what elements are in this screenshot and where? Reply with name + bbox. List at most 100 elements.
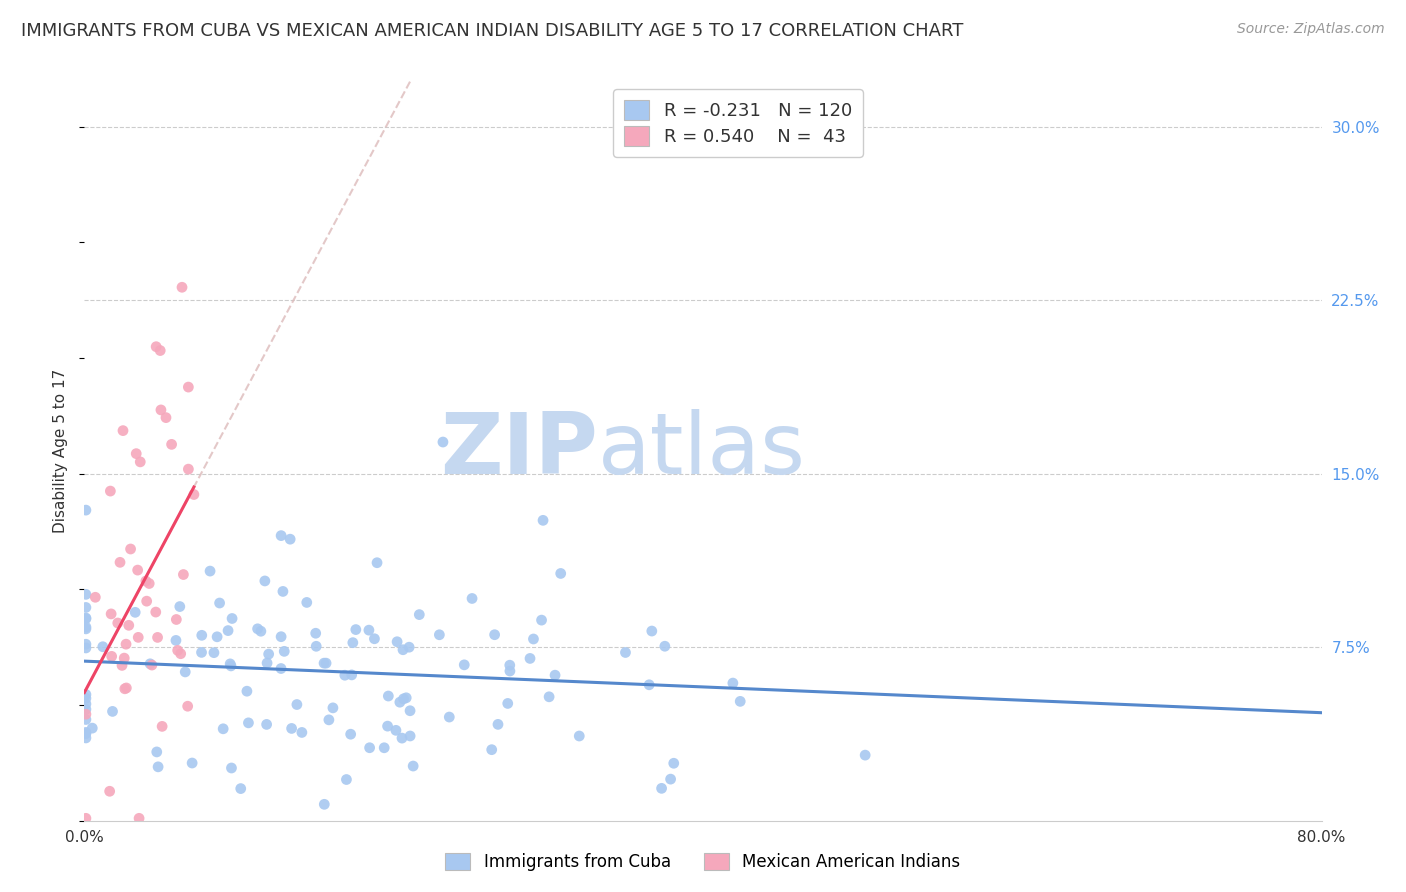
Point [271, 584, 294, 599]
Point [170, 647, 193, 661]
Point [100, 607, 122, 621]
Text: ZIP: ZIP [440, 409, 598, 492]
Point [129, 455, 152, 469]
Point [202, 646, 225, 660]
Point [166, 643, 188, 657]
Point [335, 772, 357, 787]
Point [169, 599, 191, 614]
Point [408, 607, 430, 622]
Point [101, 705, 124, 719]
Point [291, 725, 314, 739]
Point [176, 699, 198, 714]
Point [395, 690, 418, 705]
Point [75, 637, 97, 651]
Point [250, 624, 273, 639]
Point [120, 541, 142, 556]
Point [115, 681, 138, 695]
Point [461, 591, 484, 606]
Point [333, 668, 356, 682]
Point [481, 742, 503, 756]
Point [217, 624, 239, 638]
Point [357, 623, 380, 637]
Point [270, 528, 292, 542]
Point [75, 713, 97, 727]
Point [659, 772, 682, 786]
Point [484, 628, 506, 642]
Point [614, 645, 637, 659]
Point [721, 676, 744, 690]
Point [377, 719, 399, 733]
Point [280, 722, 302, 736]
Point [146, 631, 169, 645]
Point [170, 280, 193, 294]
Point [98, 784, 121, 798]
Point [402, 759, 425, 773]
Point [138, 576, 160, 591]
Point [305, 640, 328, 654]
Point [112, 651, 135, 665]
Point [342, 635, 364, 649]
Point [82, 721, 104, 735]
Point [219, 659, 242, 673]
Point [208, 596, 231, 610]
Point [75, 702, 97, 716]
Point [651, 781, 673, 796]
Point [190, 645, 212, 659]
Point [118, 618, 141, 632]
Point [399, 729, 422, 743]
Point [238, 715, 260, 730]
Point [363, 632, 385, 646]
Point [181, 756, 204, 770]
Point [174, 665, 197, 679]
Point [728, 694, 751, 708]
Point [373, 740, 395, 755]
Point [219, 657, 242, 671]
Point [391, 731, 413, 745]
Point [149, 403, 172, 417]
Point [141, 658, 163, 673]
Legend: Immigrants from Cuba, Mexican American Indians: Immigrants from Cuba, Mexican American I… [437, 845, 969, 880]
Text: Source: ZipAtlas.com: Source: ZipAtlas.com [1237, 22, 1385, 37]
Point [75, 707, 97, 722]
Point [522, 632, 544, 646]
Point [339, 727, 361, 741]
Point [453, 657, 475, 672]
Point [229, 781, 252, 796]
Point [662, 756, 685, 771]
Point [340, 668, 363, 682]
Point [531, 513, 554, 527]
Point [256, 717, 278, 731]
Point [165, 633, 187, 648]
Point [385, 634, 408, 648]
Point [145, 605, 167, 619]
Point [135, 594, 157, 608]
Point [75, 600, 97, 615]
Point [124, 605, 146, 619]
Point [318, 713, 340, 727]
Point [246, 622, 269, 636]
Point [75, 611, 97, 625]
Point [432, 435, 454, 450]
Point [172, 567, 194, 582]
Point [75, 640, 97, 655]
Point [399, 704, 422, 718]
Point [499, 658, 522, 673]
Point [439, 710, 461, 724]
Point [135, 574, 157, 588]
Point [111, 424, 134, 438]
Point [107, 615, 129, 630]
Point [392, 642, 415, 657]
Point [273, 644, 295, 658]
Point [544, 668, 567, 682]
Point [177, 380, 200, 394]
Point [75, 688, 97, 702]
Point [496, 697, 519, 711]
Point [270, 661, 292, 675]
Point [75, 691, 97, 706]
Point [221, 611, 243, 625]
Point [305, 626, 328, 640]
Point [538, 690, 561, 704]
Point [385, 723, 408, 738]
Point [149, 343, 172, 358]
Point [115, 637, 138, 651]
